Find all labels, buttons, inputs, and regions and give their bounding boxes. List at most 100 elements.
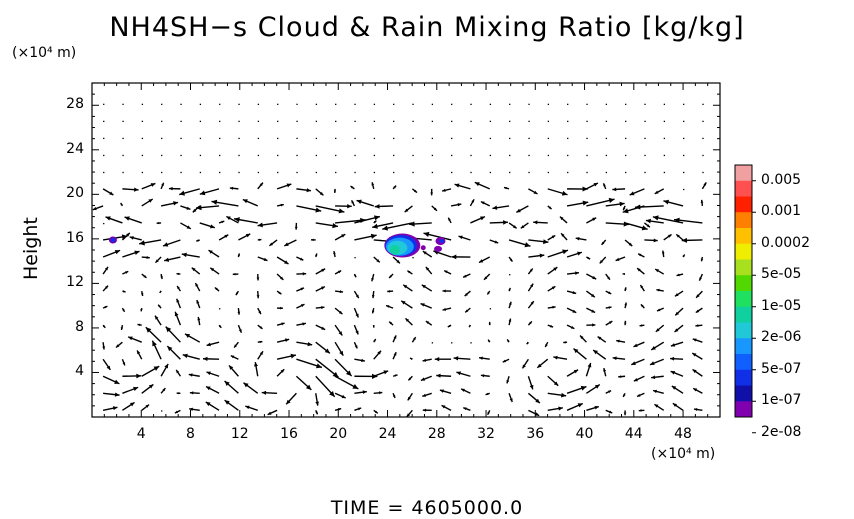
vector-arrow-head — [112, 406, 118, 411]
vector-arrow-head — [561, 190, 568, 196]
vector-arrow-head — [612, 187, 617, 192]
vector-arrow-head — [129, 236, 134, 240]
vector-dot — [489, 154, 492, 157]
vector-arrow-head — [341, 394, 346, 399]
vector-dot — [219, 154, 221, 157]
vector-arrow-head — [599, 259, 604, 264]
vector-dot — [354, 137, 356, 140]
vector-arrow-head — [608, 321, 613, 325]
y-tick-label: 12 — [66, 274, 84, 291]
vector-arrow-head — [300, 287, 305, 291]
vector-arrow-head — [703, 182, 707, 186]
vector-arrow-head — [582, 186, 588, 192]
vector-arrow-head — [692, 353, 697, 357]
vector-arrow-head — [389, 275, 392, 279]
vector-arrow-head — [258, 238, 262, 241]
vector-arrow-head — [545, 344, 548, 348]
vector-dot — [509, 171, 511, 174]
vector-arrow-head — [393, 335, 397, 339]
vector-arrow-head — [321, 286, 325, 290]
vector-dot — [161, 103, 163, 106]
vector-dot — [257, 120, 260, 123]
vector-dot — [663, 171, 666, 174]
vector-arrow-head — [261, 390, 267, 395]
vector-arrow-head — [102, 346, 106, 350]
vector-arrow-head — [552, 305, 556, 309]
vector-dot — [393, 154, 395, 157]
vector-dot — [586, 171, 588, 174]
vector-arrow-head — [159, 290, 162, 293]
vector-arrow-head — [362, 390, 367, 394]
vector-arrow-head — [561, 233, 565, 237]
vector-arrow-head — [203, 356, 208, 362]
vector-dot — [683, 154, 685, 157]
y-tick-label: 20 — [66, 185, 84, 202]
vector-arrow-head — [122, 362, 126, 366]
vector-arrow-head — [315, 253, 318, 257]
vector-arrow-head — [487, 411, 490, 415]
vector-dot — [141, 137, 144, 140]
vector-dot — [451, 137, 453, 140]
vector-dot — [141, 120, 144, 123]
vector-arrow-head — [123, 290, 126, 293]
vector-dot — [451, 154, 453, 157]
vector-dot — [141, 154, 144, 157]
vector-arrow-head — [480, 201, 485, 205]
vector-arrow-head — [593, 350, 598, 355]
vector-arrow-head — [254, 362, 258, 367]
vector-arrow-head — [494, 240, 499, 244]
vector-dot — [567, 103, 569, 106]
colorbar-swatch — [735, 369, 752, 386]
vector-arrow-head — [164, 257, 170, 262]
vector-arrow-head — [396, 259, 400, 264]
vector-arrow-head — [594, 384, 600, 389]
x-axis-unit: (×10⁴ m) — [651, 446, 716, 462]
vector-arrow-head — [503, 220, 508, 225]
vector-arrow-head — [580, 385, 587, 391]
vector-arrow-head — [526, 341, 529, 345]
vector-arrow-head — [338, 331, 343, 336]
vector-arrow-head — [465, 309, 469, 313]
vector-dot — [161, 120, 163, 123]
vector-arrow-head — [612, 356, 617, 361]
vector-arrow-head — [373, 220, 377, 224]
vector-arrow-head — [374, 215, 380, 221]
vector-arrow-head — [338, 310, 343, 315]
vector-arrow-head — [572, 309, 577, 313]
vector-dot — [625, 171, 627, 174]
vector-arrow-head — [622, 272, 625, 276]
vector-arrow-head — [234, 344, 238, 348]
vector-arrow-head — [136, 373, 142, 379]
vector-arrow-head — [654, 404, 659, 408]
vector-arrow-head — [508, 318, 512, 322]
vector-arrow-head — [640, 284, 644, 289]
vector-arrow-head — [672, 403, 678, 408]
vector-dot — [586, 154, 588, 157]
vector-dot — [257, 103, 260, 106]
vector-dot — [683, 188, 685, 191]
y-tick-label: 4 — [75, 363, 84, 380]
vector-dot — [373, 120, 376, 123]
vector-dot — [335, 171, 337, 174]
vector-dot — [296, 120, 298, 123]
vector-arrow-head — [104, 285, 109, 289]
vector-arrow-head — [529, 321, 532, 325]
colorbar-swatch — [735, 196, 752, 213]
vector-arrow-head — [563, 341, 566, 344]
vector-arrow-head — [430, 192, 434, 196]
vector-arrow-head — [463, 274, 467, 278]
vector-arrow-head — [226, 216, 231, 221]
vector-dot — [605, 103, 608, 106]
vector-dot — [180, 171, 182, 174]
vector-arrow-head — [469, 324, 472, 328]
colorbar-label: 0.005 — [761, 171, 802, 188]
colorbar-swatch — [735, 259, 752, 276]
vector-arrow-head — [674, 293, 679, 297]
wind-vector-field — [92, 103, 707, 418]
vector-arrow-head — [407, 396, 411, 401]
vector-arrow-head — [453, 356, 459, 361]
vector-dot — [431, 342, 434, 344]
vector-dot — [431, 120, 434, 123]
vector-arrow-head — [535, 398, 540, 404]
vector-arrow-head — [670, 356, 675, 361]
